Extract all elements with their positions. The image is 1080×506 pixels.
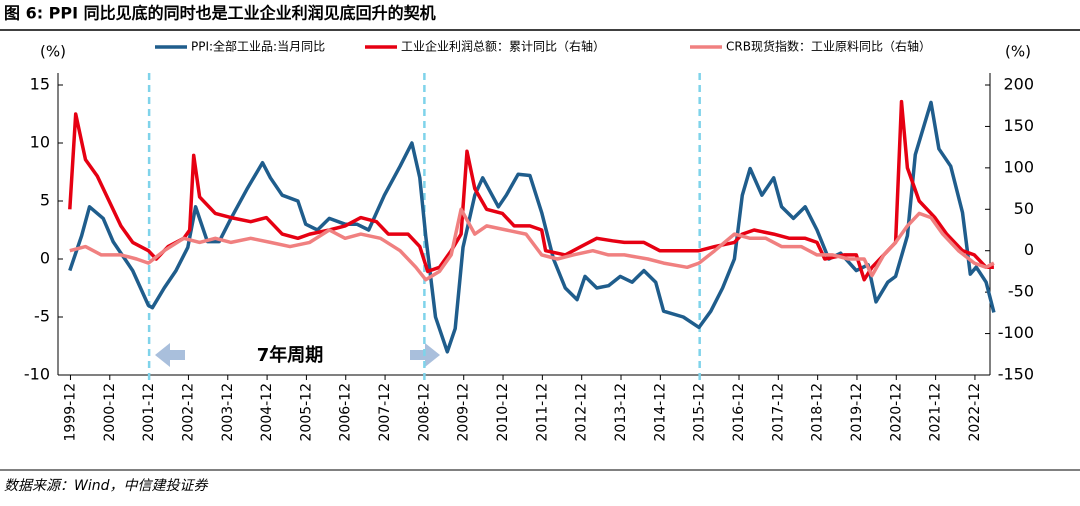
x-tick-label: 2013-12	[613, 383, 629, 442]
arrow-left	[155, 343, 185, 367]
x-tick-label: 2000-12	[102, 383, 118, 442]
y2-tick-label: -50	[1008, 282, 1034, 301]
x-tick-label: 2003-12	[220, 383, 236, 442]
series-line	[68, 99, 994, 282]
annotation: 7年周期	[257, 344, 324, 366]
x-tick-label: 2008-12	[416, 383, 432, 442]
y2-tick-label: -100	[998, 323, 1034, 342]
x-tick-label: 2010-12	[495, 383, 511, 442]
y2-tick-label: 50	[1014, 199, 1034, 218]
x-tick-label: 2015-12	[692, 383, 708, 442]
chart-title: 图 6: PPI 同比见底的同时也是工业企业利润见底回升的契机	[4, 4, 436, 23]
y-tick-label: 0	[40, 249, 50, 268]
y-tick-label: 10	[30, 133, 50, 152]
x-tick-label: 2017-12	[770, 383, 786, 442]
y2-tick-label: 0	[1024, 240, 1034, 259]
x-tick-label: 2021-12	[928, 383, 944, 442]
x-tick-label: 2006-12	[338, 383, 354, 442]
x-tick-label: 2016-12	[731, 383, 747, 442]
y2-tick-label: 100	[1003, 157, 1034, 176]
y2-tick-label: -150	[998, 365, 1034, 384]
legend-label: PPI:全部工业品:当月同比	[191, 39, 325, 54]
x-tick-label: 2012-12	[574, 383, 590, 442]
x-tick-label: 1999-12	[62, 383, 78, 442]
x-tick-label: 2019-12	[849, 383, 865, 442]
x-tick-label: 2007-12	[377, 383, 393, 442]
x-tick-label: 2004-12	[259, 383, 275, 442]
y2-axis-label: (%)	[1005, 43, 1031, 61]
source: 数据来源：Wind，中信建投证券	[4, 478, 208, 494]
legend-label: CRB现货指数：工业原料同比（右轴）	[726, 39, 931, 54]
y-axis-label: (%)	[40, 43, 66, 61]
y-tick-label: 5	[40, 191, 50, 210]
x-tick-label: 2020-12	[888, 383, 904, 442]
legend-label: 工业企业利润总额：累计同比（右轴）	[401, 39, 605, 54]
y2-tick-label: 150	[1003, 116, 1034, 135]
y-tick-label: -5	[34, 307, 50, 326]
x-tick-label: 2022-12	[967, 383, 983, 442]
y2-tick-label: 200	[1003, 75, 1034, 94]
y-tick-label: 15	[30, 75, 50, 94]
y-tick-label: -10	[24, 365, 50, 384]
x-tick-label: 2002-12	[180, 383, 196, 442]
x-tick-label: 2011-12	[534, 383, 550, 442]
series-line	[69, 207, 995, 282]
x-tick-label: 2014-12	[652, 383, 668, 442]
x-tick-label: 2001-12	[141, 383, 157, 442]
x-tick-label: 2009-12	[456, 383, 472, 442]
x-tick-label: 2005-12	[298, 383, 314, 442]
x-tick-label: 2018-12	[810, 383, 826, 442]
